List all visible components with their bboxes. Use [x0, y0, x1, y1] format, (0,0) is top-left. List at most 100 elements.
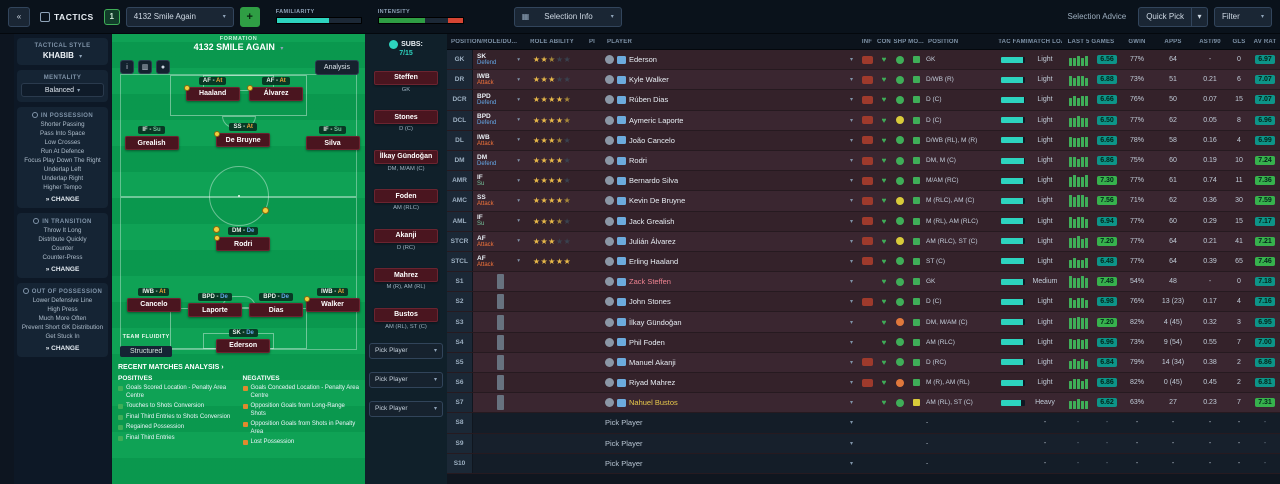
sub-player[interactable]: Steffen GK — [369, 66, 443, 93]
pick-player-dropdown[interactable]: Pick Player ▾ — [369, 371, 443, 388]
player-dropdown-arrow[interactable]: ▾ — [849, 440, 853, 447]
squad-row[interactable]: S3 İlkay Gündoğan ▾ ♥ DM, M/AM (C) Light … — [447, 312, 1280, 333]
squad-row[interactable]: DL IWB Attack ▾ ★ ★ ★ ★ ★ João Cancelo ▾ ♥ D/WB… — [447, 130, 1280, 151]
squad-row[interactable]: DCR BPD Defend ▾ ★ ★ ★ ★ ★ Rúben Dias ▾ ♥ D (C)… — [447, 90, 1280, 111]
player-dropdown-arrow[interactable]: ▾ — [849, 77, 853, 84]
squad-row[interactable]: GK SK Defend ▾ ★ ★ ★ ★ ★ Ederson ▾ ♥ GK Light 6… — [447, 50, 1280, 71]
player-dropdown-arrow[interactable]: ▾ — [849, 380, 853, 387]
player-cell[interactable]: Kevin De Bruyne ▾ — [603, 191, 858, 210]
player-cell[interactable]: Julián Álvarez ▾ — [603, 232, 858, 251]
player-pill[interactable]: Ederson — [216, 338, 271, 353]
col-header-role-ability[interactable]: ROLE ABILITY — [530, 38, 574, 45]
position-slot[interactable]: S1 — [447, 272, 473, 292]
selection-info-dropdown[interactable]: ▦ Selection Info ▾ — [513, 6, 622, 27]
player-cell[interactable]: Manuel Akanji ▾ — [603, 353, 858, 372]
position-slot[interactable]: DM — [447, 150, 473, 171]
player-cell[interactable]: Pick Player ▾ — [603, 413, 858, 432]
player-cell[interactable]: Rúben Dias ▾ — [603, 90, 858, 109]
player-pill[interactable]: Álvarez — [247, 84, 304, 101]
position-slot[interactable]: S8 — [447, 413, 473, 433]
player-pill[interactable]: Cancelo — [126, 297, 181, 312]
col-header-position[interactable]: POSITION — [928, 38, 959, 45]
col-header-inf[interactable]: INF — [861, 38, 873, 45]
pick-player-dropdown[interactable]: Pick Player ▾ — [369, 400, 443, 417]
change-button[interactable]: » CHANGE — [45, 344, 80, 352]
player-name[interactable]: Ederson — [629, 55, 657, 65]
col-header-player[interactable]: PLAYER — [607, 38, 632, 45]
role-pill[interactable]: BPD - De — [259, 293, 293, 302]
player-cell[interactable]: Pick Player ▾ — [603, 454, 858, 473]
sub-player[interactable]: Stones D (C) — [369, 106, 443, 132]
player-name[interactable]: Erling Haaland — [629, 256, 679, 266]
sub-player-pill[interactable]: Foden — [374, 189, 438, 203]
col-header-gls[interactable]: GLS — [1232, 38, 1246, 45]
position-slot[interactable]: GK — [447, 50, 473, 70]
player-dropdown-arrow[interactable]: ▾ — [849, 299, 853, 306]
role-dropdown-arrow[interactable]: ▾ — [517, 258, 520, 265]
player-cell[interactable]: İlkay Gündoğan ▾ — [603, 312, 858, 331]
role-cell[interactable]: IF Su ▾ — [477, 173, 520, 187]
sub-player-pill[interactable]: Steffen — [374, 70, 438, 85]
player-dropdown-arrow[interactable]: ▾ — [849, 137, 853, 144]
sub-player[interactable]: İlkay Gündoğan DM, M/AM (C) — [369, 145, 443, 172]
player-name[interactable]: Nahuel Bustos — [629, 398, 678, 408]
position-slot[interactable]: S6 — [447, 373, 473, 393]
col-header-avrat[interactable]: AV RAT — [1253, 38, 1277, 45]
tactics-tab[interactable]: TACTICS — [36, 11, 98, 22]
formation-select[interactable]: 4132 SMILE AGAIN ▾ — [193, 42, 284, 52]
role-cell[interactable] — [473, 393, 523, 412]
col-header-last5[interactable]: LAST 5 GAMES — [1067, 38, 1115, 45]
position-slot[interactable]: S9 — [447, 433, 473, 453]
role-cell[interactable]: BPD Defend ▾ — [477, 93, 520, 107]
role-cell[interactable]: BPD Defend ▾ — [477, 113, 520, 127]
player-cell[interactable]: Pick Player ▾ — [603, 434, 858, 453]
squad-row[interactable]: STCL AF Attack ▾ ★ ★ ★ ★ ★ Erling Haaland ▾ ♥ S… — [447, 251, 1280, 273]
squad-row[interactable]: AML IF Su ▾ ★ ★ ★ ★ ★ Jack Grealish ▾ ♥ M (RL),… — [447, 211, 1280, 232]
player-name[interactable]: Manuel Akanji — [629, 357, 676, 367]
player-name[interactable]: Aymeric Laporte — [629, 115, 684, 125]
role-pill[interactable]: IF - Su — [138, 126, 165, 135]
role-pill[interactable]: IWB - At — [138, 287, 170, 296]
role-cell[interactable] — [473, 413, 523, 432]
position-slot[interactable]: S3 — [447, 312, 473, 332]
player-pill[interactable]: De Bruyne — [214, 131, 271, 148]
player-pill[interactable]: Silva — [305, 136, 360, 151]
player-cell[interactable]: Riyad Mahrez ▾ — [603, 373, 858, 392]
col-header-match-load[interactable]: MATCH LOAD — [1028, 38, 1062, 45]
role-pill[interactable]: SK - De — [228, 328, 258, 337]
player-pill[interactable]: Haaland — [183, 84, 240, 101]
role-pill[interactable]: DM - De — [228, 227, 259, 236]
role-dropdown-arrow[interactable]: ▾ — [517, 56, 520, 63]
sub-player-pill[interactable]: İlkay Gündoğan — [374, 149, 438, 164]
player-dropdown-arrow[interactable]: ▾ — [849, 198, 853, 205]
role-cell[interactable]: SS Attack ▾ — [477, 194, 520, 208]
squad-row[interactable]: S9 Pick Player ▾ - - - - - - - - - — [447, 433, 1280, 454]
role-cell[interactable] — [473, 312, 523, 331]
player-dropdown-arrow[interactable]: ▾ — [849, 158, 853, 165]
tactic-slot-badge[interactable]: 1 — [103, 8, 120, 25]
player-dropdown-arrow[interactable]: ▾ — [849, 97, 853, 104]
role-cell[interactable] — [473, 434, 523, 453]
player-pill[interactable]: Laporte — [188, 303, 242, 318]
squad-row[interactable]: S7 Nahuel Bustos ▾ ♥ AM (RL), ST (C) Heav… — [447, 393, 1280, 414]
analysis-button[interactable]: Analysis — [314, 60, 359, 75]
role-pill[interactable]: AF - At — [198, 76, 227, 85]
col-header-gwin[interactable]: GWIN — [1128, 38, 1146, 45]
col-header-shp[interactable]: SHP — [893, 38, 907, 45]
pitch-player[interactable]: IWB - At Cancelo — [126, 287, 181, 312]
info-icon[interactable]: i — [120, 60, 134, 74]
player-view-icon[interactable]: ● — [156, 60, 170, 74]
player-pill[interactable]: Grealish — [124, 136, 179, 151]
role-pill[interactable]: BPD - De — [198, 293, 232, 302]
squad-row[interactable]: S1 Zack Steffen ▾ ♥ GK Medium 7.48 54% 48… — [447, 272, 1280, 293]
role-dropdown-arrow[interactable]: ▾ — [517, 177, 520, 184]
change-button[interactable]: » CHANGE — [45, 195, 80, 203]
position-slot[interactable]: STCL — [447, 251, 473, 272]
quick-pick-button[interactable]: Quick Pick — [1138, 6, 1192, 27]
col-header-pi[interactable]: PI — [588, 38, 596, 45]
squad-row[interactable]: DM DM Defend ▾ ★ ★ ★ ★ ★ Rodri ▾ ♥ DM, M (C) Li… — [447, 150, 1280, 172]
player-name[interactable]: Kevin De Bruyne — [629, 196, 686, 206]
sub-player-pill[interactable]: Akanji — [374, 228, 438, 243]
squad-row[interactable]: S5 Manuel Akanji ▾ ♥ D (RC) Light 6.84 79… — [447, 352, 1280, 373]
player-dropdown-arrow[interactable]: ▾ — [849, 400, 853, 407]
